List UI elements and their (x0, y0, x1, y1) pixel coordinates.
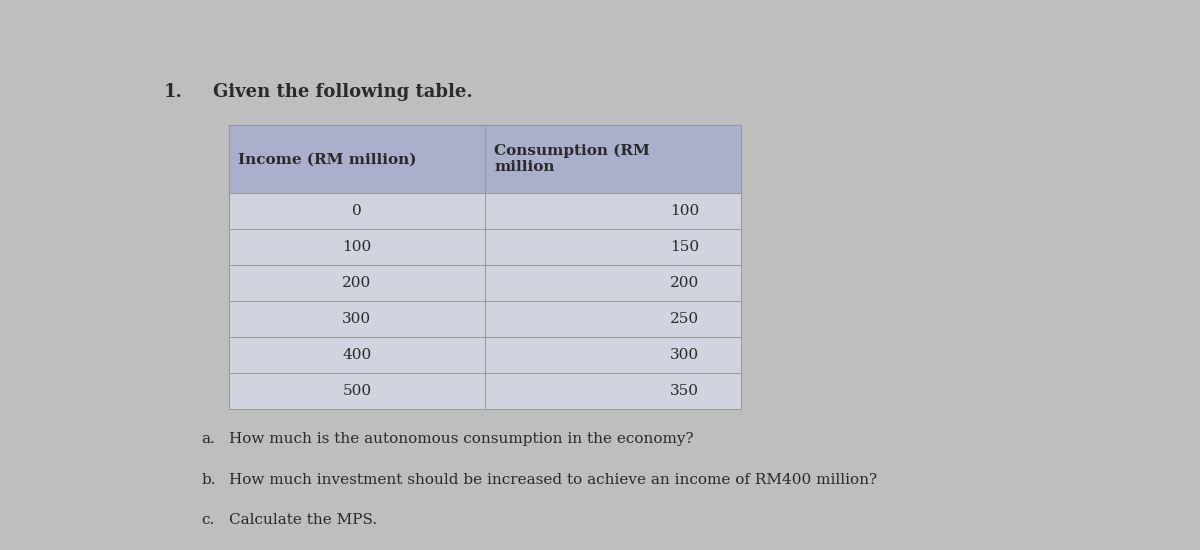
Text: 400: 400 (342, 348, 372, 362)
Bar (485, 301, 740, 337)
Text: 300: 300 (342, 312, 372, 326)
Text: 200: 200 (670, 276, 698, 290)
Bar (229, 229, 485, 265)
Bar (229, 125, 485, 193)
Bar (485, 193, 740, 229)
Bar (485, 337, 740, 373)
Text: Given the following table.: Given the following table. (214, 83, 473, 101)
Text: Consumption (RM
million: Consumption (RM million (494, 144, 650, 174)
Text: 150: 150 (670, 240, 698, 254)
Text: 100: 100 (342, 240, 372, 254)
Bar (485, 229, 740, 265)
Bar (229, 373, 485, 409)
Text: a.: a. (202, 432, 215, 447)
Bar (485, 125, 740, 193)
Text: 1.: 1. (164, 83, 182, 101)
Text: c.: c. (202, 513, 215, 527)
Text: 200: 200 (342, 276, 372, 290)
Text: 0: 0 (352, 204, 362, 218)
Text: b.: b. (202, 472, 216, 487)
Text: Income (RM million): Income (RM million) (239, 152, 416, 166)
Text: 500: 500 (342, 384, 372, 398)
Text: 350: 350 (670, 384, 698, 398)
Bar (229, 337, 485, 373)
Text: 250: 250 (670, 312, 698, 326)
Bar (229, 193, 485, 229)
Text: How much investment should be increased to achieve an income of RM400 million?: How much investment should be increased … (229, 472, 877, 487)
Bar (229, 301, 485, 337)
Bar (485, 373, 740, 409)
Text: How much is the autonomous consumption in the economy?: How much is the autonomous consumption i… (229, 432, 694, 447)
Bar (229, 265, 485, 301)
Text: 100: 100 (670, 204, 698, 218)
Bar (485, 265, 740, 301)
Text: Calculate the MPS.: Calculate the MPS. (229, 513, 377, 527)
Text: 300: 300 (670, 348, 698, 362)
